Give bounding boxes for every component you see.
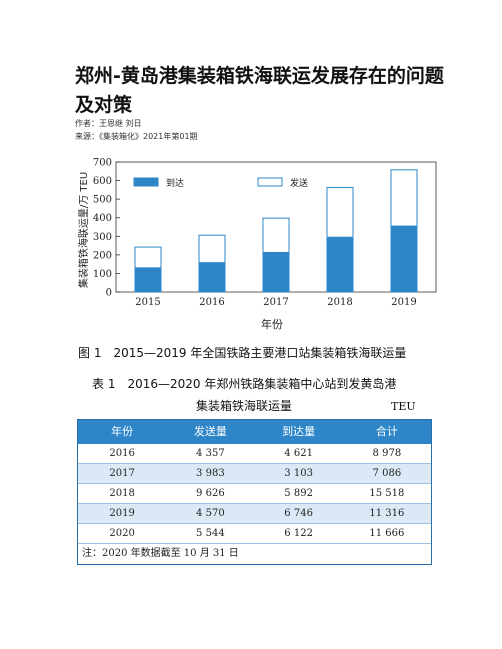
cell-arrived: 4 621 bbox=[284, 448, 313, 459]
article-title: 郑州-黄岛港集装箱铁海联运发展存在的问题及对策 bbox=[75, 65, 444, 116]
y-tick-label: 300 bbox=[93, 232, 112, 243]
table-row: 2018 9 626 5 892 15 518 bbox=[78, 484, 431, 504]
bar-segment bbox=[390, 225, 418, 293]
y-tick-label: 700 bbox=[93, 158, 112, 169]
stacked-bar-chart: 0 100 200 300 400 500 600 700 2015 2016 2017 2018 20… bbox=[77, 158, 437, 331]
x-tick-label: 2018 bbox=[327, 297, 352, 308]
cell-arrived: 6 122 bbox=[284, 528, 313, 539]
y-tick-label: 400 bbox=[93, 213, 112, 224]
bar-segment bbox=[326, 186, 354, 238]
x-tick-label: 2019 bbox=[391, 297, 416, 308]
cell-sent: 5 544 bbox=[196, 528, 225, 539]
cell-total: 11 666 bbox=[369, 528, 405, 539]
cell-arrived: 3 103 bbox=[284, 468, 313, 479]
bar-segment bbox=[390, 169, 418, 227]
bar-segment bbox=[134, 267, 162, 293]
y-tick-label: 200 bbox=[93, 250, 112, 261]
cell-year: 2017 bbox=[109, 468, 135, 479]
cell-sent: 9 626 bbox=[196, 488, 225, 499]
x-tick-label: 2017 bbox=[263, 297, 288, 308]
legend-label: 发送 bbox=[290, 177, 308, 189]
x-tick-label: 2015 bbox=[135, 297, 160, 308]
x-axis-label: 年份 bbox=[261, 317, 283, 331]
table-note: 注：2020 年数据截至 10 月 31 日 bbox=[82, 548, 239, 559]
table-row: 2017 3 983 3 103 7 086 bbox=[78, 464, 431, 484]
header-cell-arrived: 到达量 bbox=[282, 425, 316, 438]
legend-label: 到达 bbox=[166, 177, 184, 189]
header-cell-year: 年份 bbox=[111, 425, 134, 438]
article-source: 来源：《集装箱化》2021年第01期 bbox=[75, 132, 198, 141]
y-tick-label: 600 bbox=[93, 176, 112, 187]
cell-year: 2018 bbox=[109, 488, 135, 499]
y-axis-label: 集装箱铁海联运量/万 TEU bbox=[77, 172, 90, 288]
table-caption-line2: 集装箱铁海联运量 bbox=[196, 399, 293, 413]
cell-year: 2016 bbox=[109, 448, 135, 459]
table-header-row: 年份 发送量 到达量 合计 bbox=[78, 420, 431, 444]
bar-segment bbox=[134, 246, 162, 269]
bar-segment bbox=[198, 262, 226, 293]
y-tick-label: 100 bbox=[93, 269, 112, 280]
x-tick-label: 2016 bbox=[199, 297, 224, 308]
header-cell-total: 合计 bbox=[375, 425, 398, 438]
cell-total: 11 316 bbox=[369, 508, 405, 519]
cell-sent: 4 570 bbox=[196, 508, 225, 519]
table-caption-line1: 表 1 2016—2020 年郑州铁路集装箱中心站到发黄岛港 bbox=[92, 377, 397, 391]
table-row: 2016 4 357 4 621 8 978 bbox=[78, 444, 431, 464]
legend-swatch bbox=[257, 177, 283, 187]
cell-sent: 4 357 bbox=[196, 448, 225, 459]
y-tick-label: 0 bbox=[106, 288, 112, 299]
bar-segment bbox=[326, 236, 354, 293]
bar-segment bbox=[262, 217, 290, 253]
table-unit: TEU bbox=[391, 400, 416, 413]
table-row: 2020 5 544 6 122 11 666 bbox=[78, 524, 431, 544]
cell-total: 7 086 bbox=[372, 468, 402, 479]
cell-year: 2020 bbox=[109, 528, 135, 539]
bar-segment bbox=[262, 251, 290, 293]
data-table: 年份 发送量 到达量 合计 2016 4 357 4 621 8 978 201… bbox=[77, 419, 432, 565]
header-cell-sent: 发送量 bbox=[193, 425, 227, 438]
bar-segment bbox=[198, 234, 226, 264]
cell-sent: 3 983 bbox=[196, 468, 225, 479]
y-tick-label: 500 bbox=[93, 195, 112, 206]
cell-total: 8 978 bbox=[372, 448, 402, 459]
cell-year: 2019 bbox=[109, 508, 135, 519]
figure-caption: 图 1 2015—2019 年全国铁路主要港口站集装箱铁海联运量 bbox=[78, 346, 407, 360]
cell-arrived: 5 892 bbox=[284, 488, 313, 499]
cell-total: 15 518 bbox=[369, 488, 405, 499]
table-row: 2019 4 570 6 746 11 316 bbox=[78, 504, 431, 524]
cell-arrived: 6 746 bbox=[284, 508, 313, 519]
article-author: 作者：王恩继 刘日 bbox=[75, 119, 142, 128]
legend-swatch bbox=[133, 177, 159, 187]
